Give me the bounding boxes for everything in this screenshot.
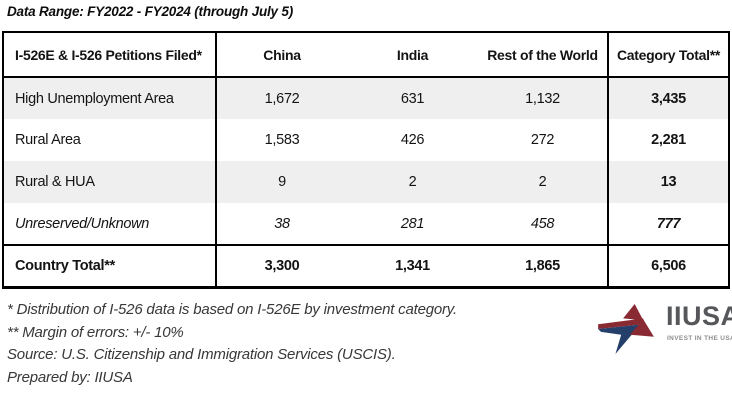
column-header-category-total: Category Total** bbox=[608, 32, 729, 78]
column-header-rest-of-world: Rest of the World bbox=[478, 32, 609, 78]
table-row-unreserved-unknown: Unreserved/Unknown 38 281 458 777 bbox=[3, 203, 729, 245]
cell-rest-of-world: 458 bbox=[478, 203, 609, 245]
header-row: I-526E & I-526 Petitions Filed* China In… bbox=[3, 32, 729, 78]
column-header-category: I-526E & I-526 Petitions Filed* bbox=[3, 32, 217, 78]
cell-category-total: 6,506 bbox=[608, 244, 729, 287]
footnotes-block: * Distribution of I-526 data is based on… bbox=[7, 299, 457, 389]
cell-china: 1,583 bbox=[264, 132, 300, 148]
footnote-prepared-by: Prepared by: IIUSA bbox=[7, 368, 133, 386]
row-label: Unreserved/Unknown bbox=[3, 203, 217, 245]
column-header-china: China bbox=[216, 32, 347, 78]
row-label: Rural Area bbox=[3, 119, 217, 161]
iiusa-star-icon bbox=[598, 304, 654, 354]
footnote-margin-of-error: ** Margin of errors: +/- 10% bbox=[7, 323, 184, 341]
cell-india: 2 bbox=[347, 161, 478, 203]
cell-category-total: 13 bbox=[608, 161, 729, 203]
iiusa-logo: IIUSA INVEST IN THE USA bbox=[594, 297, 732, 359]
footnote-source: Source: U.S. Citizenship and Immigration… bbox=[7, 346, 396, 363]
iiusa-logo-tagline: INVEST IN THE USA bbox=[667, 335, 732, 342]
cell-category-total: 3,435 bbox=[608, 77, 729, 119]
cell-india: 1,341 bbox=[347, 244, 478, 287]
cell-rest-of-world: 1,865 bbox=[478, 244, 609, 287]
cell-china: 3,300 bbox=[216, 244, 347, 287]
row-label: Country Total** bbox=[3, 244, 217, 287]
column-header-india: India bbox=[347, 32, 478, 78]
cell-china: 1,672 bbox=[216, 77, 347, 119]
cell-india: 281 bbox=[400, 215, 425, 232]
cell-category-total: 777 bbox=[656, 215, 681, 232]
table-row-rural-area: Rural Area 1,583 426 272 2,281 bbox=[3, 119, 729, 161]
iiusa-logo-text: IIUSA bbox=[666, 301, 732, 331]
data-range-note: Data Range: FY2022 - FY2024 (through Jul… bbox=[7, 4, 294, 19]
cell-rest-of-world: 272 bbox=[478, 119, 609, 161]
table-row-country-total: Country Total** 3,300 1,341 1,865 6,506 bbox=[3, 244, 729, 287]
footnote-distribution: * Distribution of I-526 data is based on… bbox=[7, 301, 457, 318]
row-label: Rural & HUA bbox=[3, 161, 217, 203]
table-row-rural-and-hua: Rural & HUA 9 2 2 13 bbox=[3, 161, 729, 203]
row-label: High Unemployment Area bbox=[3, 77, 217, 119]
table-row-high-unemployment: High Unemployment Area 1,672 631 1,132 3… bbox=[3, 77, 729, 119]
cell-china: 38 bbox=[274, 215, 290, 232]
cell-rest-of-world: 1,132 bbox=[478, 77, 609, 119]
cell-category-total: 2,281 bbox=[651, 132, 686, 148]
cell-india: 631 bbox=[347, 77, 478, 119]
cell-india: 426 bbox=[400, 132, 425, 148]
cell-rest-of-world: 2 bbox=[478, 161, 609, 203]
petitions-table: I-526E & I-526 Petitions Filed* China In… bbox=[2, 31, 730, 289]
cell-china: 9 bbox=[216, 161, 347, 203]
